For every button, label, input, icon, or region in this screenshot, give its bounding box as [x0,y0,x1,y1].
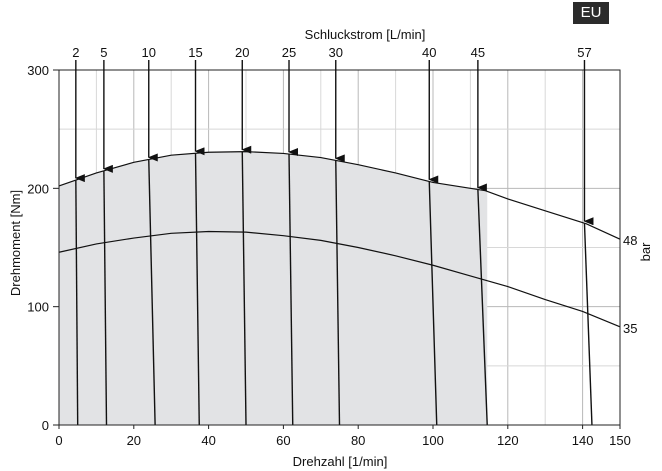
x-tick-label: 0 [55,433,62,448]
flow-line-25 [288,154,294,426]
flow-line-30 [335,160,341,426]
x-tick-label: 140 [572,433,594,448]
curve-35-bar [58,230,621,328]
flow-label-15: 15 [188,45,202,60]
y-axis-ticks: 0 100 200 300 [27,63,59,433]
flow-label-57: 57 [577,45,591,60]
flow-label-2: 2 [72,45,79,60]
flow-line-2 [75,180,79,426]
flow-line-15 [194,153,200,426]
x-tick-label: 40 [201,433,215,448]
flow-label-10: 10 [142,45,156,60]
series-label-48: 48 [623,233,637,248]
series-label-35: 35 [623,321,637,336]
x-tick-label: 150 [609,433,631,448]
y-axis-title: Drehmoment [Nm] [8,190,23,296]
operating-region [59,151,488,425]
x-tick-label: 20 [127,433,141,448]
flow-line-40 [428,181,438,426]
x-axis-title: Drehzahl [1/min] [293,454,388,469]
x-tick-label: 80 [351,433,365,448]
y-tick-label: 300 [27,63,49,78]
y-tick-label: 100 [27,300,49,315]
flow-labels: 2 5 10 15 20 25 30 40 45 57 [72,45,591,60]
y-tick-label: 200 [27,181,49,196]
flow-lines [75,151,593,426]
flow-line-5 [103,170,108,426]
x-axis-ticks: 0 20 40 60 80 100 120 140 150 [55,425,631,448]
flow-label-45: 45 [471,45,485,60]
x-tick-label: 120 [497,433,519,448]
region-badge: EU [573,2,609,24]
flow-label-25: 25 [282,45,296,60]
top-axis-title: Schluckstrom [L/min] [305,27,426,42]
flow-label-30: 30 [329,45,343,60]
flow-label-5: 5 [100,45,107,60]
flow-line-45 [477,189,488,426]
series-labels: 48 35 [623,233,637,336]
flow-line-20 [241,151,247,426]
flow-arrows [74,60,594,226]
x-tick-label: 100 [422,433,444,448]
pressure-unit-label: bar [638,242,653,261]
plot-frame [58,69,621,426]
flow-line-10 [148,159,156,426]
flow-line-57 [583,223,593,426]
x-tick-label: 60 [276,433,290,448]
flow-label-20: 20 [235,45,249,60]
y-tick-label: 0 [42,418,49,433]
flow-label-40: 40 [422,45,436,60]
